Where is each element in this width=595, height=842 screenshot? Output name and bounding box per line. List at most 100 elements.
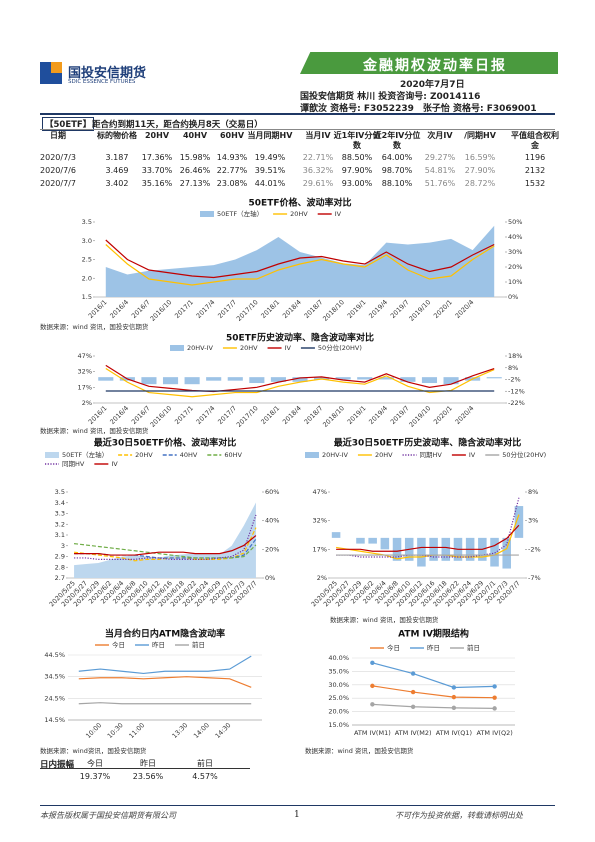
- marker: [492, 706, 497, 711]
- table-cell: 29.27%: [424, 153, 456, 162]
- table-cell: 23.08%: [216, 179, 248, 188]
- bar: [400, 377, 416, 382]
- x-tick-label: 13:30: [170, 721, 189, 740]
- title-banner: [300, 52, 558, 74]
- x-tick-label: 2017/1: [173, 404, 195, 426]
- amplitude-value: 4.57%: [192, 772, 218, 781]
- chart-title: ATM IV期限结构: [398, 628, 469, 640]
- marker: [492, 695, 497, 700]
- table-header: 次月IV: [427, 131, 453, 140]
- line: [105, 244, 495, 286]
- bar: [392, 537, 402, 561]
- rule: [40, 129, 555, 130]
- y-tick-label: 34.5%: [44, 673, 65, 681]
- line: [105, 364, 495, 393]
- line: [73, 543, 257, 559]
- table-cell: 1532: [524, 179, 546, 188]
- x-tick-label: 2020/1: [432, 404, 454, 426]
- footer-left: 本报告版权属于国投安信期货有限公司: [40, 811, 176, 820]
- x-tick-label: 10:30: [106, 721, 125, 740]
- y2-tick-label: 60%: [265, 488, 279, 496]
- y2-tick-label: 8%: [508, 364, 518, 372]
- footer-right: 不可作为投资依据，转载请标明出处: [395, 811, 523, 820]
- y2-tick-label: 30%: [508, 248, 522, 256]
- y2-tick-label: -2%: [508, 376, 521, 384]
- bar: [184, 377, 200, 385]
- table-cell: 39.51%: [254, 166, 286, 175]
- y2-tick-label: -7%: [528, 574, 541, 582]
- legend-label: IV: [469, 451, 476, 459]
- table-header: 当月IV: [305, 131, 331, 140]
- table-cell: 27.13%: [179, 179, 211, 188]
- x-tick-label: 2018/1: [259, 404, 281, 426]
- table-cell: 29.61%: [302, 179, 334, 188]
- x-tick-label: 2018/4: [281, 298, 303, 320]
- source-note: 数据来源：wind 资讯，国投安信期货: [305, 746, 414, 755]
- legend-label: 今日: [387, 643, 400, 652]
- summary-text: 距合约到期11天，距合约换月8天（交易日）: [92, 120, 263, 130]
- bar: [421, 377, 438, 384]
- legend-label: 20HV: [240, 344, 258, 352]
- y2-tick-label: 50%: [508, 218, 522, 226]
- marker: [451, 685, 457, 690]
- table-header: 近2年IV分位数: [373, 131, 421, 150]
- x-tick-label: 2019/4: [367, 298, 389, 320]
- y2-tick-label: 18%: [508, 352, 522, 360]
- y-tick-label: 17%: [313, 545, 327, 553]
- y2-tick-label: -2%: [528, 545, 541, 553]
- table-cell: 54.81%: [424, 166, 456, 175]
- legend-label: 今日: [112, 640, 125, 649]
- y-tick-label: 44.5%: [44, 651, 65, 659]
- table-header: 平值组合权利金: [511, 131, 559, 150]
- chart-title: 50ETF价格、波动率对比: [249, 197, 352, 209]
- marker: [410, 704, 416, 709]
- bar: [486, 377, 502, 379]
- x-tick-label: 2017/4: [195, 298, 217, 320]
- table-cell: 97.90%: [341, 166, 373, 175]
- line: [372, 685, 495, 699]
- report-title: 金融期权波动率日报: [363, 58, 507, 74]
- table-cell: 44.01%: [254, 179, 286, 188]
- legend-label: 50ETF（左轴）: [217, 209, 263, 218]
- bar: [162, 377, 179, 385]
- legend-label: IV: [111, 460, 118, 468]
- line: [372, 662, 495, 689]
- y-tick-label: 3.4: [55, 499, 65, 507]
- y2-tick-label: 0%: [265, 574, 275, 582]
- y2-tick-label: 3%: [528, 517, 538, 525]
- y-tick-label: 3.2: [55, 520, 65, 528]
- legend-label: 20HV-IV: [322, 451, 348, 459]
- x-tick-label: 2019/10: [408, 298, 433, 323]
- y-tick-label: 2%: [82, 399, 92, 407]
- x-tick-label: 2020/4: [454, 298, 476, 320]
- legend-swatch: [45, 452, 59, 458]
- y-tick-label: 2.5: [82, 256, 92, 264]
- marker: [370, 660, 375, 666]
- y-tick-label: 40.0%: [328, 654, 349, 662]
- bar: [490, 537, 499, 567]
- amplitude-header: 今日: [87, 759, 103, 768]
- table-header: /同期HV: [464, 131, 496, 140]
- line: [336, 524, 520, 552]
- x-tick-label: 14:00: [192, 721, 211, 740]
- legend-swatch: [200, 211, 214, 217]
- logo-subtext: SDIC ESSENCE FUTURES: [68, 79, 136, 85]
- y-tick-label: 3.5: [82, 218, 92, 226]
- bar: [270, 377, 286, 382]
- marker: [410, 689, 416, 695]
- line: [78, 702, 252, 705]
- table-header: 40HV: [182, 131, 208, 140]
- analyst: 谭歆汝 资格号: F3052239 张子怡 资格号: F3069001: [300, 104, 537, 114]
- x-tick-label: 14:30: [214, 721, 233, 740]
- marker: [370, 683, 375, 689]
- x-tick-label: ATM IV(M2): [395, 729, 432, 737]
- x-tick-label: 2017/4: [195, 404, 217, 426]
- x-tick-label: 2020/4: [454, 404, 476, 426]
- rule: [40, 805, 555, 806]
- table-cell: 35.16%: [141, 179, 173, 188]
- legend-label: 20HV: [290, 210, 308, 218]
- y-tick-label: 20.0%: [328, 708, 349, 716]
- table-cell: 15.98%: [179, 153, 211, 162]
